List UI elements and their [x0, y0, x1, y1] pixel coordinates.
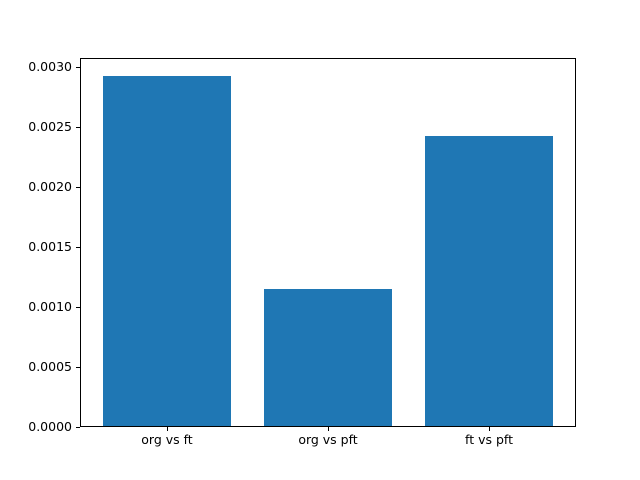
y-tick-label: 0.0020 — [28, 179, 72, 195]
y-tick-mark — [76, 366, 80, 368]
x-tick-mark — [166, 427, 168, 431]
y-tick-mark — [76, 186, 80, 188]
y-tick-label: 0.0015 — [28, 239, 72, 255]
bar — [263, 289, 393, 426]
x-tick-mark — [488, 427, 490, 431]
y-tick-label: 0.0030 — [28, 59, 72, 75]
y-tick-mark — [76, 426, 80, 428]
bar — [102, 75, 232, 426]
x-tick-label: org vs ft — [141, 432, 193, 447]
y-tick-label: 0.0000 — [28, 419, 72, 434]
x-tick-mark — [327, 427, 329, 431]
x-tick-label: org vs pft — [298, 432, 358, 447]
y-tick-label: 0.0025 — [28, 119, 72, 135]
y-tick-mark — [76, 306, 80, 308]
y-tick-label: 0.0010 — [28, 299, 72, 315]
y-tick-mark — [76, 126, 80, 128]
x-tick-label: ft vs pft — [465, 432, 513, 447]
y-tick-mark — [76, 246, 80, 248]
y-tick-mark — [76, 66, 80, 68]
y-tick-label: 0.0005 — [28, 359, 72, 374]
bar — [424, 135, 554, 426]
